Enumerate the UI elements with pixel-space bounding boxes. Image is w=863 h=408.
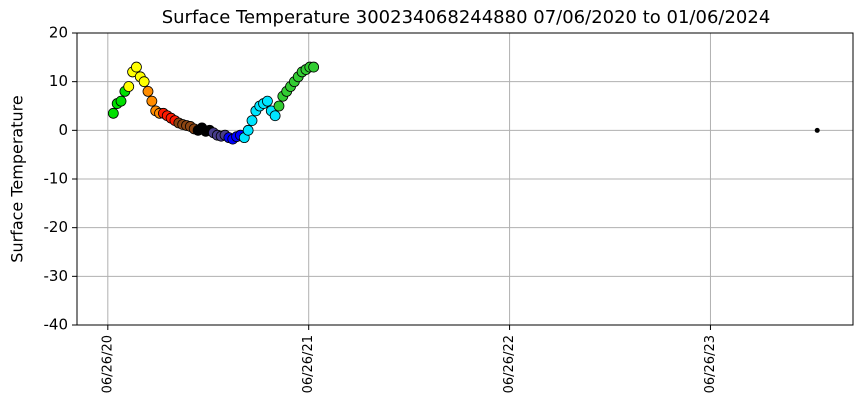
data-point (273, 100, 285, 112)
x-tick-label: 06/26/20 (100, 335, 115, 393)
data-point (107, 107, 119, 119)
data-point (146, 95, 158, 107)
x-tick-label: 06/26/23 (703, 335, 718, 393)
data-point (308, 61, 320, 73)
y-tick-label: -30 (44, 267, 69, 285)
y-tick-label: -40 (44, 316, 69, 334)
data-point (142, 86, 154, 97)
data-point (123, 81, 135, 92)
y-tick-label: 20 (49, 24, 68, 42)
y-tick-label: -20 (44, 218, 69, 236)
chart-title: Surface Temperature 300234068244880 07/0… (162, 7, 771, 28)
x-tick-label: 06/26/22 (502, 335, 517, 393)
data-point (242, 124, 254, 136)
data-point (269, 110, 281, 122)
data-point (115, 95, 127, 107)
y-tick-label: 10 (49, 72, 68, 90)
data-point (246, 115, 258, 126)
y-axis-label: Surface Temperature (8, 95, 27, 262)
data-point (262, 95, 273, 107)
y-tick-label: 0 (58, 121, 68, 139)
x-tick-label: 06/26/21 (301, 335, 316, 393)
y-tick-label: -10 (44, 170, 69, 188)
plot-frame (76, 32, 854, 326)
data-point (131, 61, 142, 73)
data-point (138, 76, 150, 88)
data-point (814, 127, 820, 133)
